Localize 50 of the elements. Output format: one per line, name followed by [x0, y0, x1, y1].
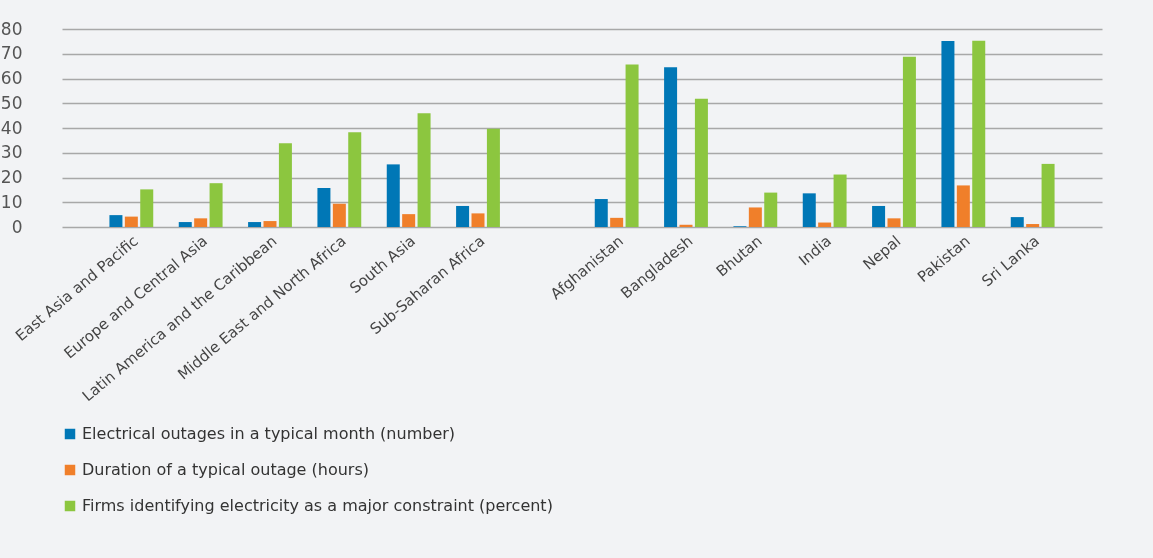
bar	[486, 128, 500, 227]
bar	[594, 199, 608, 227]
bar	[972, 40, 986, 227]
bar	[248, 222, 262, 227]
bar	[902, 56, 916, 227]
bar	[833, 174, 847, 227]
bar	[802, 193, 816, 227]
bar	[748, 207, 762, 227]
bar	[386, 164, 400, 227]
y-tick-label: 0	[11, 216, 23, 237]
bar	[209, 183, 223, 227]
y-tick-label: 70	[0, 43, 23, 64]
bar	[625, 64, 639, 227]
bar	[317, 187, 331, 227]
bar	[1041, 163, 1055, 227]
y-tick-label: 10	[0, 191, 23, 212]
bar	[956, 185, 970, 227]
legend-label: Firms identifying electricity as a major constraint (percent)	[82, 496, 553, 515]
y-tick-label: 30	[0, 142, 23, 163]
bar	[124, 216, 138, 227]
bar	[872, 205, 886, 227]
bar	[694, 98, 708, 227]
bar	[178, 222, 192, 227]
bar	[1026, 224, 1040, 227]
bar	[332, 203, 346, 227]
bar	[664, 67, 678, 227]
bar	[263, 221, 277, 227]
bar	[1010, 217, 1024, 227]
legend-label: Electrical outages in a typical month (number)	[82, 424, 456, 443]
y-tick-label: 20	[0, 167, 23, 187]
y-tick-label: 50	[0, 92, 23, 113]
bar	[941, 40, 955, 227]
bar	[456, 205, 470, 227]
y-tick-label: 60	[0, 68, 23, 88]
y-tick-label: 80	[0, 18, 23, 39]
bar	[348, 132, 362, 227]
bar	[610, 217, 624, 227]
bar	[194, 218, 208, 227]
legend-label: Duration of a typical outage (hours)	[82, 460, 370, 479]
bar	[764, 192, 778, 227]
bar	[140, 189, 154, 227]
bar	[471, 213, 485, 227]
bar	[278, 143, 292, 227]
bar	[417, 113, 431, 227]
y-tick-label: 40	[0, 117, 23, 138]
bar	[402, 214, 416, 227]
bar	[887, 218, 901, 227]
bar	[109, 215, 123, 227]
bar	[818, 222, 832, 227]
bar	[679, 224, 693, 227]
